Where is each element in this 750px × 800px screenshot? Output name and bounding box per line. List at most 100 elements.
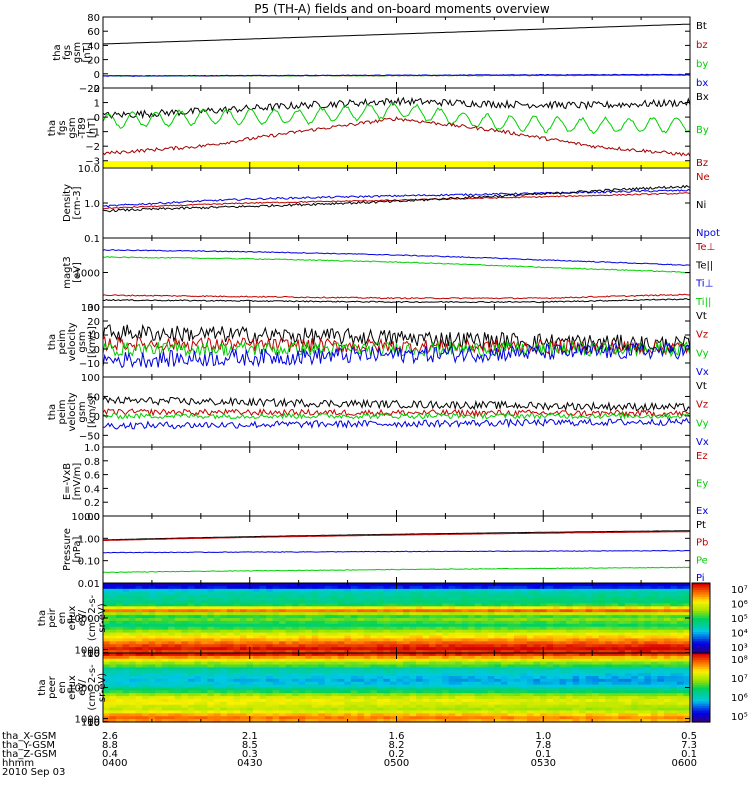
spectrogram-cell xyxy=(598,606,606,610)
spectrogram-cell xyxy=(663,612,672,616)
spectrogram-cell xyxy=(533,594,541,599)
spectrogram-cell xyxy=(546,620,554,625)
spectrogram-cell xyxy=(122,626,130,631)
spectrogram-cell xyxy=(233,658,241,663)
spectrogram-cell xyxy=(350,707,358,712)
spectrogram-cell xyxy=(494,707,502,712)
spectrogram-cell xyxy=(318,591,326,596)
spectrogram-cell xyxy=(507,687,515,691)
spectrogram-cell xyxy=(363,655,372,660)
spectrogram-cell xyxy=(103,696,111,700)
series-pt-line xyxy=(103,530,690,541)
spectrogram-cell xyxy=(526,707,535,712)
spectrogram-cell xyxy=(337,701,345,706)
spectrogram-cell xyxy=(344,644,352,648)
spectrogram-cell xyxy=(363,612,372,616)
spectrogram-cell xyxy=(396,609,404,613)
spectrogram-cell xyxy=(579,594,587,599)
colorbar-step xyxy=(692,599,710,603)
spectrogram-cell xyxy=(507,710,515,714)
spectrogram-cell xyxy=(605,690,613,694)
spectrogram-cell xyxy=(468,710,476,714)
spectrogram-cell xyxy=(461,632,469,637)
spectrogram-cell xyxy=(396,583,404,587)
footer-value: 1.0 xyxy=(535,731,551,742)
spectrogram-cell xyxy=(279,678,287,683)
spectrogram-cell xyxy=(200,678,208,683)
spectrogram-cell xyxy=(122,588,130,593)
spectrogram-cell xyxy=(507,626,515,631)
spectrogram-cell xyxy=(585,693,593,697)
spectrogram-cell xyxy=(383,667,391,671)
spectrogram-cell xyxy=(468,713,476,717)
spectrogram-cell xyxy=(644,716,652,720)
spectrogram-cell xyxy=(200,650,208,654)
y-axis-label-line: tha xyxy=(47,120,58,136)
spectrogram-cell xyxy=(474,600,482,605)
spectrogram-cell xyxy=(116,591,124,596)
spectrogram-cell xyxy=(109,690,117,694)
spectrogram-cell xyxy=(631,653,639,657)
colorbar-step xyxy=(692,646,710,649)
spectrogram-cell xyxy=(187,594,195,599)
spectrogram-cell xyxy=(142,681,150,686)
spectrogram-cell xyxy=(481,635,489,640)
spectrogram-cell xyxy=(624,693,632,697)
spectrogram-cell xyxy=(370,632,378,637)
spectrogram-cell xyxy=(650,684,658,689)
spectrogram-cell xyxy=(109,606,117,610)
spectrogram-cell xyxy=(618,653,626,657)
spectrogram-cell xyxy=(253,606,261,610)
spectrogram-cell xyxy=(357,588,365,593)
spectrogram-cell xyxy=(403,673,411,677)
spectrogram-cell xyxy=(142,632,150,637)
spectrogram-cell xyxy=(448,609,456,613)
spectrogram-cell xyxy=(168,591,176,596)
spectrogram-cell xyxy=(161,696,169,700)
spectrogram-cell xyxy=(631,588,639,593)
spectrogram-cell xyxy=(605,635,613,640)
spectrogram-cell xyxy=(168,678,176,683)
spectrogram-cell xyxy=(318,600,326,605)
spectrogram-cell xyxy=(526,696,535,700)
spectrogram-cell xyxy=(239,626,248,631)
spectrogram-cell xyxy=(168,638,176,642)
spectrogram-cell xyxy=(357,676,365,680)
colorbar-step xyxy=(692,701,710,705)
spectrogram-cell xyxy=(350,591,358,596)
spectrogram-cell xyxy=(650,609,658,613)
spectrogram-cell xyxy=(670,623,678,628)
spectrogram-cell xyxy=(187,638,195,642)
spectrogram-cell xyxy=(422,609,430,613)
spectrogram-cell xyxy=(592,713,600,717)
spectrogram-cell xyxy=(572,684,580,689)
spectrogram-cell xyxy=(103,713,111,717)
spectrogram-cell xyxy=(644,696,652,700)
spectrogram-cell xyxy=(285,591,293,596)
spectrogram-cell xyxy=(598,661,606,666)
spectrogram-cell xyxy=(129,655,137,660)
spectrogram-cell xyxy=(253,707,261,712)
spectrogram-cell xyxy=(546,606,554,610)
spectrogram-cell xyxy=(487,713,495,717)
spectrogram-cell xyxy=(266,603,274,607)
footer-value: 0600 xyxy=(672,758,697,769)
spectrogram-cell xyxy=(324,600,332,605)
spectrogram-cell xyxy=(344,670,352,674)
spectrogram-cell xyxy=(194,606,202,610)
spectrogram-cell xyxy=(174,603,182,607)
spectrogram-cell xyxy=(585,690,593,694)
spectrogram-cell xyxy=(122,690,130,694)
spectrogram-cell xyxy=(663,609,672,613)
spectrogram-cell xyxy=(324,710,332,714)
spectrogram-cell xyxy=(605,615,613,619)
spectrogram-cell xyxy=(142,704,150,709)
spectrogram-cell xyxy=(161,615,169,619)
spectrogram-cell xyxy=(344,658,352,663)
spectrogram-cell xyxy=(487,681,495,686)
spectrogram-cell xyxy=(259,664,267,668)
spectrogram-cell xyxy=(155,699,163,703)
spectrogram-cell xyxy=(376,713,385,717)
spectrogram-cell xyxy=(285,635,293,640)
spectrogram-cell xyxy=(357,696,365,700)
